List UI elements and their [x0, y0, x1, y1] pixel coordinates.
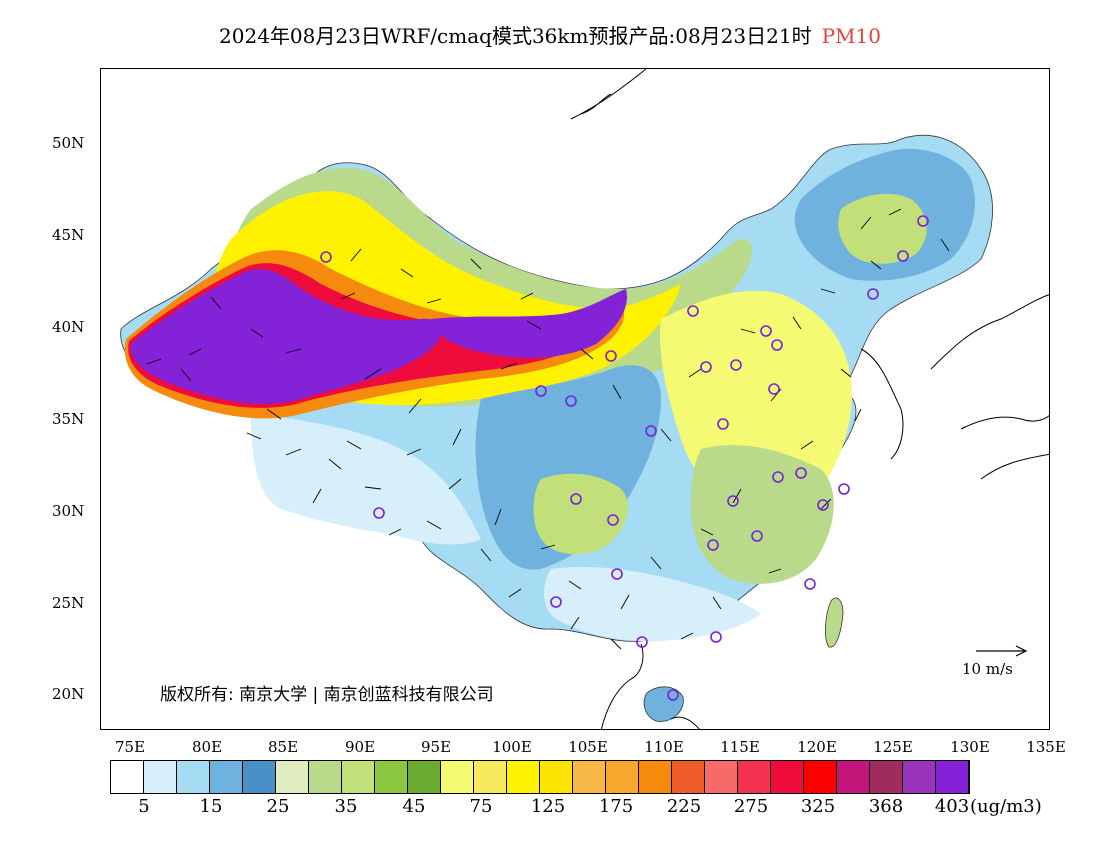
lon-label-100e: 100E: [492, 738, 532, 756]
taiwan-island: [825, 597, 844, 648]
east-green-area: [691, 445, 834, 584]
pm10-concentration-map: [120, 69, 1049, 729]
map-title: 2024年08月23日WRF/cmaq模式36km预报产品:08月23日21时 P…: [0, 20, 1100, 49]
colorbar-swatch: [804, 761, 837, 793]
colorbar-swatch: [210, 761, 243, 793]
lat-label-35n: 35N: [52, 410, 85, 428]
purple-core-taklamakan: [130, 269, 442, 404]
colorbar-swatch: [441, 761, 474, 793]
lat-label-20n: 20N: [52, 685, 85, 703]
purple-core-hexi: [431, 289, 627, 358]
colorbar-swatch: [870, 761, 903, 793]
central-blue-area: [475, 365, 661, 570]
map-panel[interactable]: [100, 68, 1050, 730]
lon-label-110e: 110E: [644, 738, 684, 756]
colorbar-swatch: [738, 761, 771, 793]
lat-label-50n: 50N: [52, 134, 85, 152]
lon-label-85e: 85E: [267, 738, 299, 756]
colorbar-label: 15: [199, 796, 223, 817]
colorbar-label: 225: [666, 796, 702, 817]
colorbar-label: 25: [266, 796, 290, 817]
colorbar-swatch: [177, 761, 210, 793]
lon-label-80e: 80E: [191, 738, 223, 756]
colorbar-swatch: [111, 761, 144, 793]
colorbar-label: 403: [934, 796, 970, 817]
lon-label-90e: 90E: [344, 738, 376, 756]
pollutant-label: PM10: [821, 24, 881, 48]
colorbar-swatch: [507, 761, 540, 793]
colorbar-swatch: [606, 761, 639, 793]
lon-label-125e: 125E: [873, 738, 913, 756]
coastline-southeast-asia: [601, 643, 700, 729]
lat-label-30n: 30N: [52, 502, 85, 520]
colorbar-label: 125: [530, 796, 566, 817]
coastline-lake-baikal: [570, 69, 647, 120]
wind-reference-arrow: [976, 645, 1028, 657]
colorbar-swatch: [837, 761, 870, 793]
colorbar-label: 275: [733, 796, 769, 817]
lon-label-120e: 120E: [797, 738, 837, 756]
lon-label-135e: 135E: [1026, 738, 1066, 756]
colorbar-label: 35: [334, 796, 358, 817]
wind-reference-label: 10 m/s: [962, 660, 1013, 678]
copyright-notice: 版权所有: 南京大学 | 南京创蓝科技有限公司: [160, 685, 494, 705]
hainan-island: [643, 686, 684, 722]
sichuan-green-area: [533, 473, 629, 555]
colorbar-swatch: [276, 761, 309, 793]
colorbar-swatch: [936, 761, 969, 793]
colorbar-swatch: [375, 761, 408, 793]
lon-label-95e: 95E: [420, 738, 452, 756]
colorbar-swatch: [771, 761, 804, 793]
lon-label-75e: 75E: [114, 738, 146, 756]
wind-vector-field: [146, 208, 950, 650]
colorbar-label: 5: [138, 796, 150, 817]
city-station-markers: [320, 215, 929, 701]
northeast-green-area: [838, 193, 927, 264]
lat-label-25n: 25N: [52, 594, 85, 612]
colorbar-swatch: [573, 761, 606, 793]
colorbar-swatch: [903, 761, 936, 793]
tibet-low-area: [251, 414, 481, 545]
lon-label-115e: 115E: [720, 738, 760, 756]
colorbar-units: (ug/m3): [970, 796, 1042, 817]
colorbar-swatch: [540, 761, 573, 793]
colorbar-swatch: [309, 761, 342, 793]
colorbar-swatch: [144, 761, 177, 793]
colorbar-label: 45: [402, 796, 426, 817]
colorbar-swatch: [408, 761, 441, 793]
colorbar-label: 75: [469, 796, 493, 817]
lon-label-105e: 105E: [568, 738, 608, 756]
lat-label-40n: 40N: [52, 318, 85, 336]
colorbar-label: 325: [800, 796, 836, 817]
pm10-colorbar: [110, 760, 970, 794]
colorbar-label: 175: [598, 796, 634, 817]
colorbar-swatch: [342, 761, 375, 793]
title-text: 2024年08月23日WRF/cmaq模式36km预报产品:08月23日21时: [219, 24, 812, 48]
colorbar-swatch: [243, 761, 276, 793]
south-china-area: [544, 567, 761, 642]
colorbar-swatch: [705, 761, 738, 793]
colorbar-swatch: [639, 761, 672, 793]
colorbar-label: 368: [868, 796, 904, 817]
coastline-korea-japan: [860, 294, 1049, 480]
lon-label-130e: 130E: [950, 738, 990, 756]
lat-label-45n: 45N: [52, 226, 85, 244]
colorbar-swatch: [672, 761, 705, 793]
colorbar-swatch: [474, 761, 507, 793]
